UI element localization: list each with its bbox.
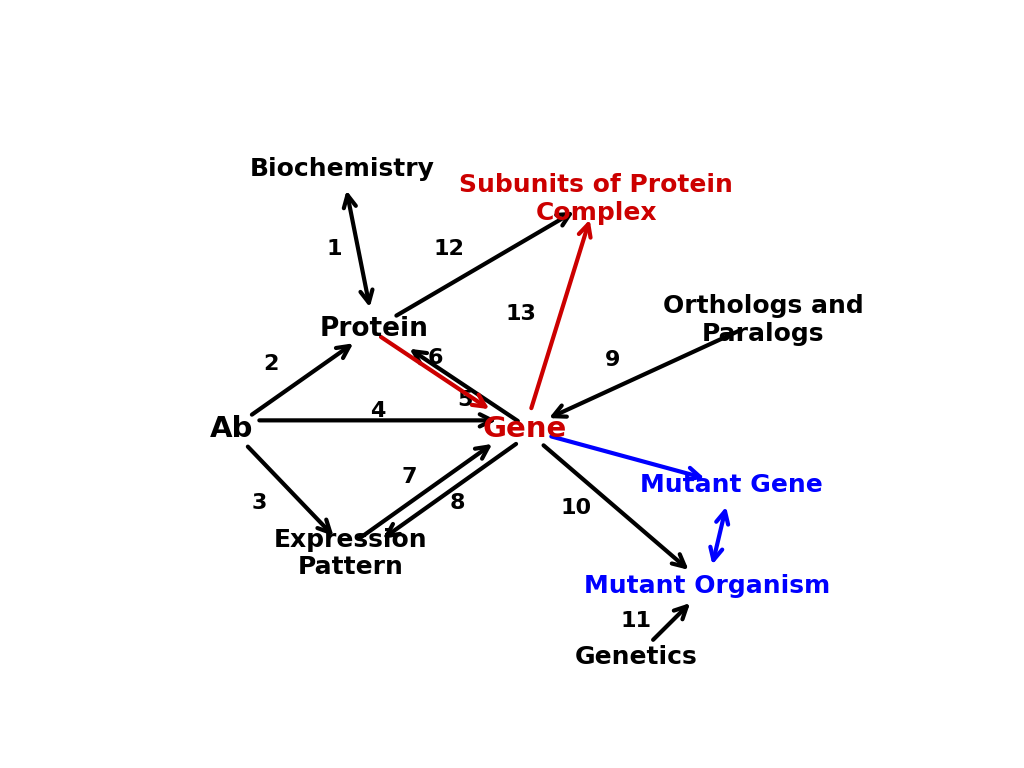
Text: Gene: Gene (482, 415, 567, 443)
Text: 8: 8 (450, 493, 465, 513)
Text: 11: 11 (621, 611, 651, 631)
Text: Expression
Pattern: Expression Pattern (273, 528, 427, 579)
Text: Mutant Gene: Mutant Gene (640, 473, 822, 498)
Text: 9: 9 (604, 349, 620, 369)
Text: Mutant Organism: Mutant Organism (585, 574, 830, 598)
Text: 5: 5 (458, 389, 473, 409)
Text: Protein: Protein (319, 316, 428, 342)
Text: 7: 7 (402, 466, 418, 487)
Text: Genetics: Genetics (574, 645, 697, 669)
Text: 4: 4 (371, 402, 386, 422)
Text: 3: 3 (251, 493, 266, 513)
Text: Orthologs and
Paralogs: Orthologs and Paralogs (663, 294, 863, 346)
Text: 10: 10 (561, 498, 592, 518)
Text: 13: 13 (506, 304, 537, 324)
Text: 6: 6 (427, 348, 442, 369)
Text: Subunits of Protein
Complex: Subunits of Protein Complex (460, 173, 733, 224)
Text: 2: 2 (263, 354, 279, 374)
Text: 12: 12 (434, 239, 465, 259)
Text: Biochemistry: Biochemistry (250, 157, 435, 181)
Text: 1: 1 (327, 239, 342, 259)
Text: Ab: Ab (210, 415, 253, 443)
